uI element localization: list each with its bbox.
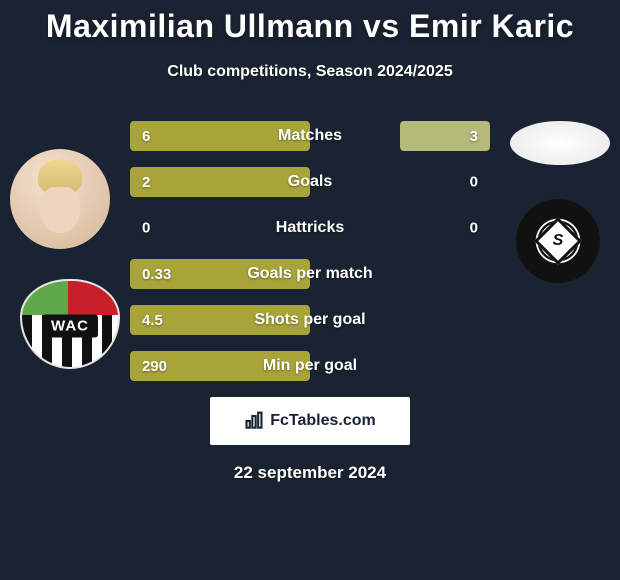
subtitle: Club competitions, Season 2024/2025 (0, 63, 620, 81)
date-text: 22 september 2024 (0, 463, 620, 483)
page-title: Maximilian Ullmann vs Emir Karic (0, 0, 620, 45)
player-right-avatar (510, 121, 610, 165)
stat-value-right: 3 (470, 128, 478, 145)
stat-bar-right: 3 (400, 121, 490, 151)
stat-value-left: 2 (142, 174, 150, 191)
stat-row: Hattricks00 (130, 213, 490, 243)
stat-bar-left: 6 (130, 121, 310, 151)
stat-bar-left: 290 (130, 351, 310, 381)
stat-bar-left: 2 (130, 167, 310, 197)
stat-row: Min per goal290 (130, 351, 490, 381)
stat-value-left: 290 (142, 358, 167, 375)
stat-value-left: 6 (142, 128, 150, 145)
attribution-badge: FcTables.com (210, 397, 410, 445)
stats-area: WAC Matches63Goals20Hattricks00Goals per… (0, 121, 620, 483)
crest-left-text: WAC (42, 314, 98, 337)
stat-row: Goals per match0.33 (130, 259, 490, 289)
stat-bars: Matches63Goals20Hattricks00Goals per mat… (130, 121, 490, 381)
stat-row: Shots per goal4.5 (130, 305, 490, 335)
stat-bar-left: 0.33 (130, 259, 310, 289)
stat-value-left: 0.33 (142, 266, 171, 283)
chart-icon (244, 411, 264, 431)
stat-row: Goals20 (130, 167, 490, 197)
player-left-avatar (10, 149, 110, 249)
player-left-crest: WAC (20, 279, 120, 369)
player-right-crest (516, 199, 600, 283)
attribution-text: FcTables.com (270, 412, 376, 430)
stat-bar-left: 4.5 (130, 305, 310, 335)
stat-row: Matches63 (130, 121, 490, 151)
stat-value-left: 4.5 (142, 312, 163, 329)
